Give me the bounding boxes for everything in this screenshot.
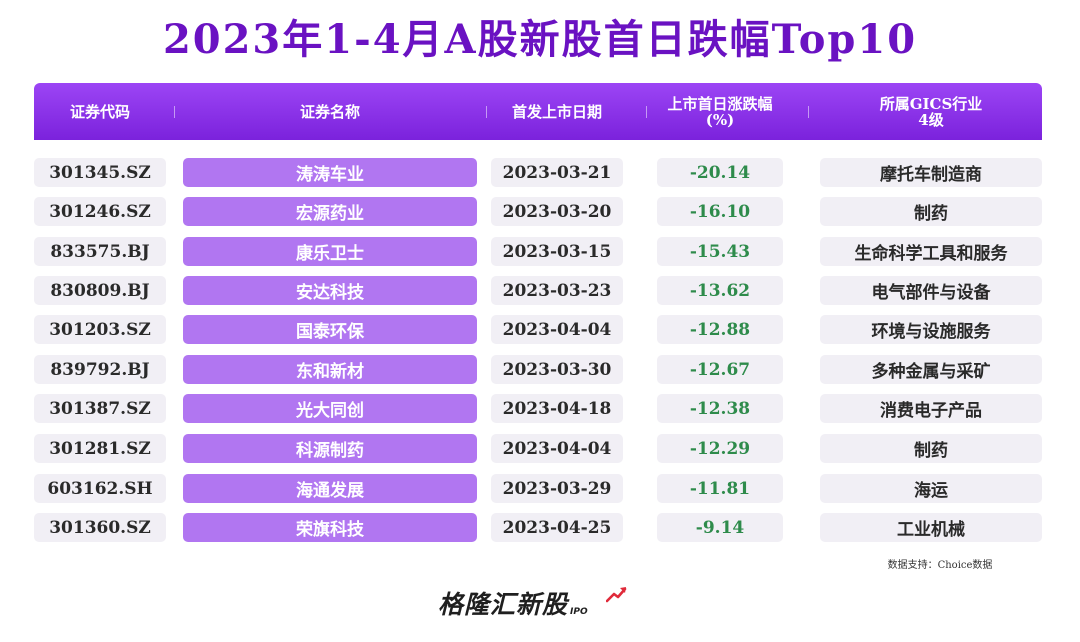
gics-industry: 环境与设施服务 xyxy=(820,315,1042,344)
table-row: 301246.SZ 宏源药业 2023-03-20 -16.10 制药 xyxy=(0,197,1080,227)
table-header: 证券代码 证券名称 首发上市日期 上市首日涨跌幅 (%) 所属GICS行业 4级 xyxy=(34,83,1042,140)
table-row: 301203.SZ 国泰环保 2023-04-04 -12.88 环境与设施服务 xyxy=(0,315,1080,345)
stock-name: 康乐卫士 xyxy=(183,237,477,266)
stock-name: 涛涛车业 xyxy=(183,158,477,187)
first-day-change: -12.38 xyxy=(657,394,783,423)
first-day-change: -11.81 xyxy=(657,474,783,503)
table-row: 301360.SZ 荣旗科技 2023-04-25 -9.14 工业机械 xyxy=(0,513,1080,543)
brand-logo: 格隆汇新股 IPO xyxy=(438,585,627,621)
header-divider xyxy=(486,106,487,118)
stock-code: 301281.SZ xyxy=(34,434,166,463)
stock-code: 301203.SZ xyxy=(34,315,166,344)
listing-date: 2023-03-21 xyxy=(491,158,623,187)
header-divider xyxy=(646,106,647,118)
table-row: 833575.BJ 康乐卫士 2023-03-15 -15.43 生命科学工具和… xyxy=(0,237,1080,267)
stock-name: 荣旗科技 xyxy=(183,513,477,542)
first-day-change: -15.43 xyxy=(657,237,783,266)
logo-text: 格隆汇新股 xyxy=(438,590,569,619)
gics-industry: 多种金属与采矿 xyxy=(820,355,1042,384)
table-row: 830809.BJ 安达科技 2023-03-23 -13.62 电气部件与设备 xyxy=(0,276,1080,306)
first-day-change: -12.67 xyxy=(657,355,783,384)
header-divider xyxy=(808,106,809,118)
header-code: 证券代码 xyxy=(69,102,130,121)
page-title: 2023年1-4月A股新股首日跌幅Top10 xyxy=(162,16,918,63)
listing-date: 2023-04-04 xyxy=(491,434,623,463)
header-date: 首发上市日期 xyxy=(511,102,602,121)
gics-industry: 制药 xyxy=(820,197,1042,226)
header-industry: 所属GICS行业 4级 xyxy=(820,83,1042,140)
header-change: 上市首日涨跌幅 (%) xyxy=(657,83,783,140)
stock-code: 833575.BJ xyxy=(34,237,166,266)
first-day-change: -9.14 xyxy=(657,513,783,542)
listing-date: 2023-04-25 xyxy=(491,513,623,542)
gics-industry: 制药 xyxy=(820,434,1042,463)
first-day-change: -20.14 xyxy=(657,158,783,187)
gics-industry: 工业机械 xyxy=(820,513,1042,542)
stock-name: 海通发展 xyxy=(183,474,477,503)
stock-code: 830809.BJ xyxy=(34,276,166,305)
stock-name: 国泰环保 xyxy=(183,315,477,344)
stock-code: 839792.BJ xyxy=(34,355,166,384)
table-row: 301281.SZ 科源制药 2023-04-04 -12.29 制药 xyxy=(0,434,1080,464)
data-source-note: 数据支持：Choice数据 xyxy=(887,560,993,571)
table-row: 301387.SZ 光大同创 2023-04-18 -12.38 消费电子产品 xyxy=(0,394,1080,424)
first-day-change: -12.29 xyxy=(657,434,783,463)
listing-date: 2023-04-04 xyxy=(491,315,623,344)
gics-industry: 生命科学工具和服务 xyxy=(820,237,1042,266)
stock-code: 301360.SZ xyxy=(34,513,166,542)
logo-ipo-suffix: IPO xyxy=(570,607,588,617)
stock-code: 301387.SZ xyxy=(34,394,166,423)
gics-industry: 海运 xyxy=(820,474,1042,503)
table-row: 301345.SZ 涛涛车业 2023-03-21 -20.14 摩托车制造商 xyxy=(0,158,1080,188)
stock-name: 光大同创 xyxy=(183,394,477,423)
first-day-change: -16.10 xyxy=(657,197,783,226)
header-name: 证券名称 xyxy=(299,102,360,121)
listing-date: 2023-03-23 xyxy=(491,276,623,305)
header-industry-level: 4级 xyxy=(918,110,944,129)
table-row: 603162.SH 海通发展 2023-03-29 -11.81 海运 xyxy=(0,474,1080,504)
stock-code: 301246.SZ xyxy=(34,197,166,226)
first-day-change: -12.88 xyxy=(657,315,783,344)
listing-date: 2023-03-30 xyxy=(491,355,623,384)
stock-name: 科源制药 xyxy=(183,434,477,463)
header-change-title: 上市首日涨跌幅 xyxy=(667,94,773,113)
stock-code: 301345.SZ xyxy=(34,158,166,187)
listing-date: 2023-04-18 xyxy=(491,394,623,423)
stock-code: 603162.SH xyxy=(34,474,166,503)
stock-name: 宏源药业 xyxy=(183,197,477,226)
table-row: 839792.BJ 东和新材 2023-03-30 -12.67 多种金属与采矿 xyxy=(0,355,1080,385)
stock-name: 安达科技 xyxy=(183,276,477,305)
first-day-change: -13.62 xyxy=(657,276,783,305)
listing-date: 2023-03-15 xyxy=(491,237,623,266)
header-change-unit: (%) xyxy=(705,110,735,129)
stock-name: 东和新材 xyxy=(183,355,477,384)
listing-date: 2023-03-29 xyxy=(491,474,623,503)
header-industry-title: 所属GICS行业 xyxy=(879,94,983,113)
rising-arrow-icon xyxy=(606,587,627,603)
header-divider xyxy=(174,106,175,118)
gics-industry: 摩托车制造商 xyxy=(820,158,1042,187)
gics-industry: 消费电子产品 xyxy=(820,394,1042,423)
gics-industry: 电气部件与设备 xyxy=(820,276,1042,305)
listing-date: 2023-03-20 xyxy=(491,197,623,226)
